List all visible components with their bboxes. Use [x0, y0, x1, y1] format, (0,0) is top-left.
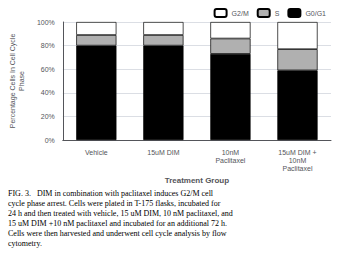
svg-text:10nM: 10nM	[222, 149, 240, 156]
svg-text:Treatment Group: Treatment Group	[165, 176, 230, 185]
svg-text:Phase: Phase	[18, 71, 25, 91]
svg-text:0%: 0%	[45, 137, 55, 144]
svg-text:S: S	[275, 10, 280, 17]
svg-text:Vehicle: Vehicle	[85, 149, 108, 156]
svg-text:15uM DIM: 15uM DIM	[147, 149, 179, 156]
svg-text:20%: 20%	[41, 113, 55, 120]
svg-text:Percentage Cells In Cell Cycle: Percentage Cells In Cell Cycle	[9, 34, 17, 129]
svg-text:cytometry.: cytometry.	[8, 239, 42, 248]
svg-text:40%: 40%	[41, 89, 55, 96]
svg-text:Paclitaxel: Paclitaxel	[282, 165, 312, 172]
svg-text:cycle phase arrest. Cells were: cycle phase arrest. Cells were plated in…	[8, 199, 221, 208]
svg-text:Cells were then harvested and: Cells were then harvested and underwent …	[8, 229, 227, 238]
svg-text:60%: 60%	[41, 66, 55, 73]
svg-text:15 uM DIM +10 nM paclitaxel an: 15 uM DIM +10 nM paclitaxel and incubate…	[8, 219, 227, 228]
svg-text:10nM: 10nM	[289, 157, 307, 164]
svg-text:24 h and then treated with veh: 24 h and then treated with vehicle, 15 u…	[8, 209, 233, 218]
svg-text:Paclitaxel: Paclitaxel	[215, 157, 245, 164]
svg-text:15uM DIM +: 15uM DIM +	[278, 149, 316, 156]
svg-text:80%: 80%	[41, 42, 55, 49]
svg-text:G0/G1: G0/G1	[305, 10, 326, 17]
svg-text:G2/M: G2/M	[232, 10, 249, 17]
svg-text:FIG. 3. DIM in combination w: FIG. 3. DIM in combination with paclitax…	[8, 189, 214, 198]
svg-text:100%: 100%	[37, 19, 55, 26]
